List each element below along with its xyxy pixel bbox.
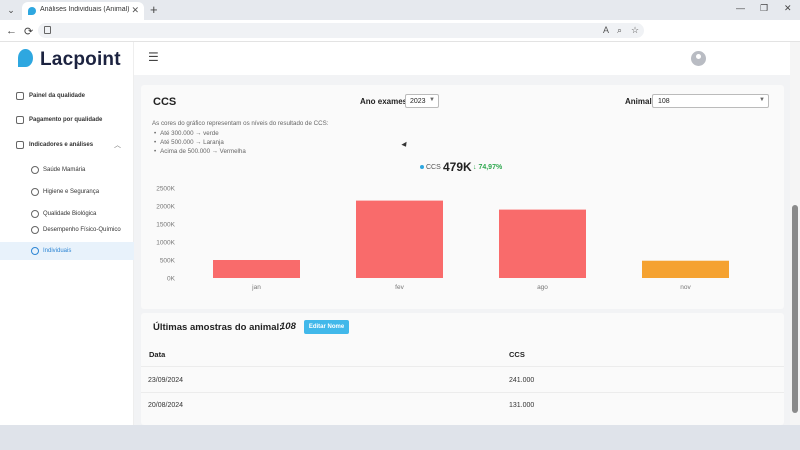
table-cell-ccs: 241.000 [509, 377, 535, 384]
x-tick-label: ago [537, 284, 548, 291]
column-header-ccs: CCS [509, 350, 525, 359]
brand-name: Lacpoint [40, 49, 121, 70]
indicators-icon [16, 141, 24, 149]
ccs-bar-chart: 0K 500K 1000K 1500K 2000K 2500K jan fev ago nov [156, 186, 729, 291]
sidebar-item-label: Desempenho Físico-Químico [43, 227, 121, 233]
new-tab-button[interactable]: + [150, 2, 158, 17]
y-tick-label: 1500K [156, 222, 175, 229]
bar-fev[interactable] [356, 200, 443, 278]
sidebar-item-label: Saúde Mamária [43, 167, 86, 173]
sidebar-item-label: Higiene e Segurança [43, 189, 100, 195]
url-field[interactable] [38, 23, 644, 38]
bar-nov[interactable] [642, 260, 729, 278]
table-cell-date: 23/09/2024 [148, 377, 184, 384]
avatar[interactable] [691, 51, 706, 66]
address-bar-row: ← ⟳ A ⌕ ☆ [0, 20, 800, 42]
translate-icon[interactable]: A [603, 25, 610, 35]
close-window-icon[interactable]: ✕ [784, 3, 792, 13]
sidebar-item-label: Individuais [43, 248, 72, 254]
y-tick-label: 2000K [156, 204, 175, 211]
restore-icon[interactable]: ❐ [760, 3, 769, 13]
animal-select[interactable]: 108 ▼ [652, 94, 769, 108]
sidebar-item-pagamento[interactable]: Pagamento por qualidade [0, 111, 134, 129]
sidebar: Lacpoint Painel da qualidade Pagamento p… [0, 42, 134, 425]
shield-icon [31, 188, 39, 196]
table-cell-ccs: 131.000 [509, 402, 535, 409]
chart-panel-icon [16, 92, 24, 100]
sidebar-item-individuais[interactable]: Individuais [0, 242, 134, 260]
tab-list-dropdown-icon[interactable]: ⌄ [7, 5, 15, 15]
samples-card [141, 313, 784, 425]
trend-icon [31, 210, 39, 218]
tab-close-icon[interactable]: ✕ [131, 5, 139, 15]
lacpoint-favicon-icon [28, 7, 36, 15]
menu-toggle-icon[interactable]: ☰ [148, 50, 159, 64]
row-divider [141, 366, 784, 367]
sidebar-item-qualidade-biologica[interactable]: Qualidade Biológica [0, 205, 134, 223]
browser-titlebar: ⌄ Análises Individuais (Animal) - Lacp ✕… [0, 0, 800, 20]
browser-tab[interactable]: Análises Individuais (Animal) - Lacp ✕ [22, 2, 144, 20]
lacpoint-logo-icon [18, 49, 33, 67]
x-tick-label: nov [680, 284, 691, 291]
x-tick-label: fev [395, 284, 404, 291]
tab-title: Análises Individuais (Animal) - Lacp [40, 6, 130, 13]
y-tick-label: 1000K [156, 240, 175, 247]
table-cell-date: 20/08/2024 [148, 402, 184, 409]
browser-window: ⌄ Análises Individuais (Animal) - Lacp ✕… [0, 0, 800, 425]
heart-icon [31, 166, 39, 174]
x-tick-label: jan [251, 284, 261, 291]
bar-jan[interactable] [213, 260, 300, 278]
kpi-value: 479K [443, 160, 472, 174]
legend-item: Até 500.000 → Laranja [154, 139, 224, 146]
flask-icon [31, 226, 39, 234]
star-icon[interactable]: ☆ [631, 25, 640, 35]
kpi-label: CCS [426, 164, 441, 171]
legend-item: Acima de 500.000 → Vermelha [154, 148, 246, 155]
chevron-up-icon: ︿ [114, 142, 121, 149]
sidebar-item-label: Painel da qualidade [29, 93, 86, 99]
y-tick-label: 0K [167, 276, 176, 283]
sidebar-item-saude-mamaria[interactable]: Saúde Mamária [0, 161, 134, 179]
kpi-legend-dot [420, 165, 424, 169]
minimize-icon[interactable]: — [736, 3, 745, 13]
section-title: CCS [153, 96, 177, 108]
samples-animal-id: 108 [280, 321, 296, 332]
y-tick-label: 2500K [156, 186, 175, 193]
samples-title: Últimas amostras do animal: [153, 322, 283, 333]
zoom-icon[interactable]: ⌕ [617, 25, 623, 35]
column-header-data: Data [149, 350, 166, 359]
lock-icon [44, 26, 51, 34]
chevron-down-icon: ▼ [429, 97, 435, 103]
y-tick-label: 500K [160, 258, 176, 265]
bar-ago[interactable] [499, 209, 586, 278]
animal-label: Animal [625, 97, 652, 106]
row-divider [141, 392, 784, 393]
year-label: Ano exames [360, 97, 408, 106]
back-icon[interactable]: ← [6, 25, 17, 37]
legend-intro: As cores do gráfico representam os nívei… [152, 120, 329, 127]
animal-value: 108 [658, 98, 670, 105]
year-value: 2023 [410, 98, 426, 105]
payment-grid-icon [16, 116, 24, 124]
sidebar-item-label: Indicadores e análises [29, 142, 94, 148]
edit-name-button[interactable]: Editar Nome [304, 320, 349, 334]
sidebar-item-desempenho[interactable]: Desempenho Físico-Químico [0, 221, 134, 239]
sidebar-item-painel[interactable]: Painel da qualidade [0, 87, 134, 105]
chevron-down-icon: ▼ [759, 97, 765, 103]
sidebar-item-label: Pagamento por qualidade [29, 117, 103, 123]
kpi-delta: ↓ 74,97% [473, 164, 503, 171]
pie-icon [31, 247, 39, 255]
reload-icon[interactable]: ⟳ [24, 26, 34, 38]
sidebar-item-indicadores[interactable]: Indicadores e análises ︿ [0, 136, 134, 154]
legend-item: Até 300.000 → verde [154, 130, 218, 137]
scrollbar-thumb[interactable] [792, 205, 798, 413]
year-select[interactable]: 2023 ▼ [405, 94, 439, 108]
sidebar-item-higiene[interactable]: Higiene e Segurança [0, 183, 134, 201]
sidebar-item-label: Qualidade Biológica [43, 211, 97, 217]
